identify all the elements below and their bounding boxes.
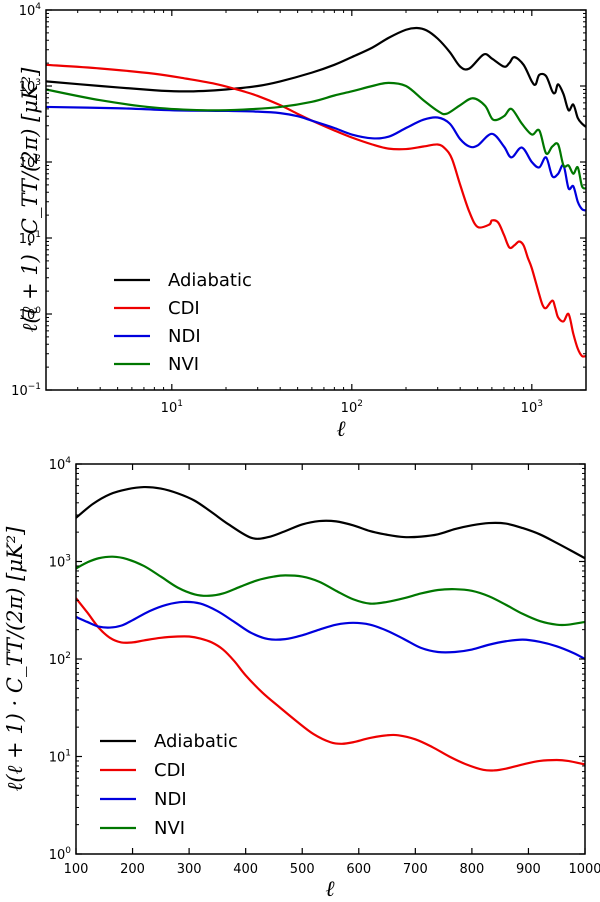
x-tick-label: 300 bbox=[177, 862, 202, 877]
y-tick-label: 100 bbox=[49, 846, 72, 863]
x-tick-label: 600 bbox=[346, 862, 371, 877]
tick-exponent: −1 bbox=[28, 382, 41, 392]
y-tick-label: 100 bbox=[19, 306, 42, 323]
y-tick-label: 104 bbox=[19, 2, 42, 19]
tick-base: 10 bbox=[49, 458, 66, 473]
legend-label-cdi: CDI bbox=[154, 760, 186, 781]
y-tick-label: 102 bbox=[19, 154, 41, 171]
series-line-cdi bbox=[76, 597, 585, 772]
legend-label-adiabatic: Adiabatic bbox=[154, 731, 238, 752]
legend-label-ndi: NDI bbox=[154, 789, 187, 810]
tick-exponent: 1 bbox=[35, 230, 41, 240]
y-tick-label: 103 bbox=[49, 554, 71, 571]
legend-label-nvi: NVI bbox=[168, 354, 199, 375]
x-tick-label: 400 bbox=[233, 862, 258, 877]
x-tick-label: 100 bbox=[64, 862, 89, 877]
x-tick-label: 500 bbox=[290, 862, 315, 877]
axis-ticks bbox=[75, 463, 586, 855]
tick-base: 10 bbox=[19, 308, 36, 323]
tick-exponent: 3 bbox=[537, 399, 543, 409]
y-tick-label: 104 bbox=[49, 456, 72, 473]
y-tick-label: 10−1 bbox=[11, 382, 41, 399]
legend-label-adiabatic: Adiabatic bbox=[168, 270, 252, 291]
tick-base: 10 bbox=[19, 156, 36, 171]
tick-exponent: 4 bbox=[35, 2, 41, 12]
x-axis-label: ℓ bbox=[325, 877, 335, 902]
plot-lines bbox=[46, 26, 586, 358]
tick-base: 10 bbox=[19, 4, 36, 19]
tick-exponent: 4 bbox=[65, 456, 71, 466]
x-tick-label: 800 bbox=[459, 862, 484, 877]
x-tick-label: 103 bbox=[521, 399, 543, 416]
x-axis-label: ℓ bbox=[336, 417, 346, 442]
tick-base: 10 bbox=[341, 401, 358, 416]
plot-frame bbox=[75, 463, 586, 855]
tick-base: 10 bbox=[161, 401, 178, 416]
x-tick-label: 1000 bbox=[568, 862, 600, 877]
legend-label-nvi: NVI bbox=[154, 818, 185, 839]
x-tick-label: 200 bbox=[120, 862, 145, 877]
y-axis-label: ℓ(ℓ + 1) · C_TT/(2π) [μK²] bbox=[3, 526, 27, 791]
tick-exponent: 2 bbox=[35, 154, 41, 164]
tick-exponent: 3 bbox=[65, 554, 71, 564]
legend-label-ndi: NDI bbox=[168, 326, 201, 347]
y-tick-label: 101 bbox=[19, 230, 41, 247]
series-line-adiabatic bbox=[46, 26, 586, 128]
tick-exponent: 2 bbox=[65, 651, 71, 661]
tick-base: 10 bbox=[49, 848, 66, 863]
x-tick-label: 101 bbox=[161, 399, 183, 416]
plot-frame bbox=[45, 9, 587, 391]
tick-exponent: 1 bbox=[65, 749, 71, 759]
tick-base: 10 bbox=[521, 401, 538, 416]
tick-exponent: 1 bbox=[177, 399, 183, 409]
tick-base: 10 bbox=[19, 232, 36, 247]
y-tick-label: 101 bbox=[49, 749, 71, 766]
series-line-adiabatic bbox=[76, 485, 585, 560]
y-axis-label: ℓ(ℓ + 1) · C_TT/(2π) [μK²] bbox=[18, 67, 42, 332]
tick-exponent: 2 bbox=[357, 399, 363, 409]
axis-ticks bbox=[46, 9, 586, 391]
tick-base: 10 bbox=[19, 80, 36, 95]
tick-base: 10 bbox=[49, 653, 66, 668]
x-tick-label: 102 bbox=[341, 399, 363, 416]
series-line-nvi bbox=[46, 81, 586, 190]
plot-lines bbox=[76, 485, 585, 772]
series-line-ndi bbox=[76, 600, 585, 660]
series-line-ndi bbox=[46, 105, 586, 212]
tick-base: 10 bbox=[11, 384, 28, 399]
y-tick-label: 103 bbox=[19, 78, 41, 95]
legend: Adiabatic CDI NDI NVI bbox=[114, 270, 252, 375]
y-tick-label: 102 bbox=[49, 651, 71, 668]
tick-exponent: 0 bbox=[35, 306, 41, 316]
tick-exponent: 3 bbox=[35, 78, 41, 88]
x-tick-label: 900 bbox=[516, 862, 541, 877]
tick-base: 10 bbox=[49, 751, 66, 766]
x-tick-label: 700 bbox=[403, 862, 428, 877]
tick-exponent: 0 bbox=[65, 846, 71, 856]
tick-base: 10 bbox=[49, 556, 66, 571]
series-line-nvi bbox=[76, 555, 585, 627]
legend: Adiabatic CDI NDI NVI bbox=[100, 731, 238, 839]
legend-label-cdi: CDI bbox=[168, 298, 200, 319]
